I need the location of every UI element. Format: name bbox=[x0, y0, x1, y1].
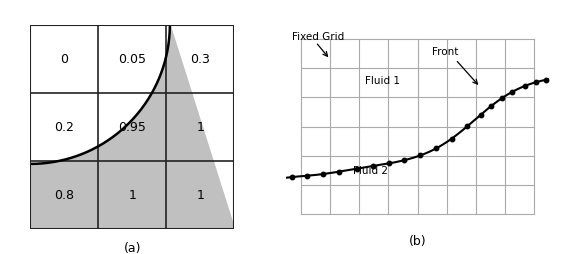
Text: Fluid 2: Fluid 2 bbox=[354, 166, 388, 176]
Text: (a): (a) bbox=[124, 241, 141, 254]
Text: 0.3: 0.3 bbox=[191, 53, 210, 66]
Text: 0.2: 0.2 bbox=[55, 121, 74, 133]
Text: 0: 0 bbox=[60, 53, 69, 66]
Text: Fixed Grid: Fixed Grid bbox=[292, 32, 344, 42]
Text: (b): (b) bbox=[409, 234, 426, 247]
Text: 0.95: 0.95 bbox=[119, 121, 146, 133]
Text: Front: Front bbox=[432, 46, 458, 56]
Text: 1: 1 bbox=[196, 188, 204, 201]
Polygon shape bbox=[31, 25, 234, 229]
Text: 1: 1 bbox=[128, 188, 137, 201]
Text: 0.05: 0.05 bbox=[119, 53, 146, 66]
Text: 0.8: 0.8 bbox=[55, 188, 74, 201]
Text: Fluid 1: Fluid 1 bbox=[365, 76, 400, 86]
Text: 1: 1 bbox=[196, 121, 204, 133]
